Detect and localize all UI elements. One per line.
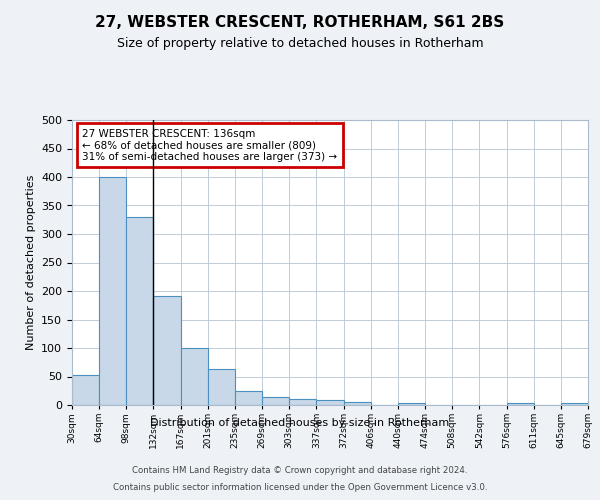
- Y-axis label: Number of detached properties: Number of detached properties: [26, 175, 35, 350]
- Text: 27 WEBSTER CRESCENT: 136sqm
← 68% of detached houses are smaller (809)
31% of se: 27 WEBSTER CRESCENT: 136sqm ← 68% of det…: [82, 128, 337, 162]
- Bar: [127, 217, 154, 405]
- Bar: [181, 348, 208, 405]
- Text: Distribution of detached houses by size in Rotherham: Distribution of detached houses by size …: [151, 418, 449, 428]
- Bar: [72, 376, 99, 405]
- Bar: [154, 296, 181, 405]
- Text: Contains public sector information licensed under the Open Government Licence v3: Contains public sector information licen…: [113, 482, 487, 492]
- Bar: [289, 400, 316, 405]
- Bar: [344, 402, 371, 405]
- Bar: [316, 400, 344, 405]
- Bar: [506, 404, 533, 405]
- Bar: [235, 391, 262, 405]
- Bar: [99, 177, 127, 405]
- Text: Contains HM Land Registry data © Crown copyright and database right 2024.: Contains HM Land Registry data © Crown c…: [132, 466, 468, 475]
- Bar: [262, 397, 289, 405]
- Text: Size of property relative to detached houses in Rotherham: Size of property relative to detached ho…: [116, 38, 484, 51]
- Bar: [561, 404, 588, 405]
- Bar: [208, 369, 235, 405]
- Bar: [398, 402, 425, 405]
- Text: 27, WEBSTER CRESCENT, ROTHERHAM, S61 2BS: 27, WEBSTER CRESCENT, ROTHERHAM, S61 2BS: [95, 15, 505, 30]
